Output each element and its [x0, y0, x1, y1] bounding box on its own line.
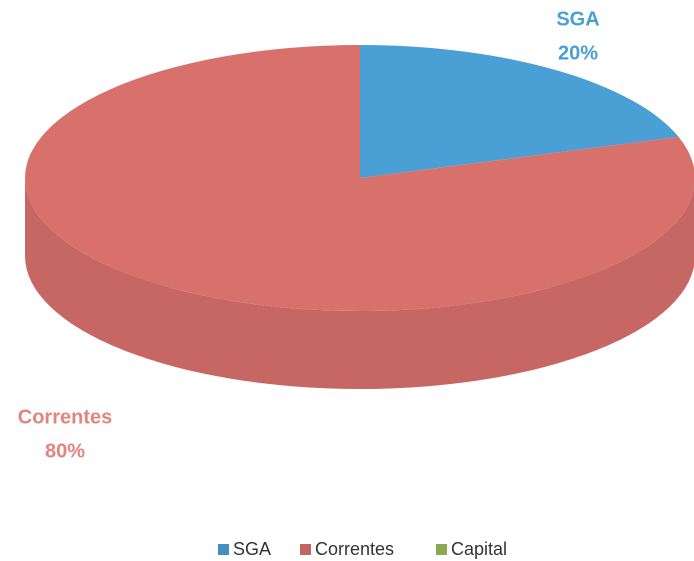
legend-label: Correntes — [315, 539, 394, 559]
data-label-value: 80% — [45, 440, 85, 462]
legend-swatch — [300, 544, 311, 555]
data-label-name: Correntes — [18, 406, 112, 428]
pie-slice — [25, 45, 694, 311]
pie-slice — [360, 45, 679, 178]
legend: SGA Correntes Capital — [218, 539, 507, 559]
data-label-name: SGA — [556, 8, 599, 30]
pie-slice-side — [25, 178, 694, 389]
legend-label: SGA — [233, 539, 271, 559]
data-label-value: 20% — [558, 42, 598, 64]
legend-swatch — [436, 544, 447, 555]
legend-swatch — [218, 544, 229, 555]
legend-label: Capital — [451, 539, 507, 559]
